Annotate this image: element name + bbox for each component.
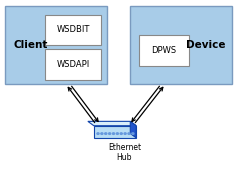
Circle shape — [97, 133, 99, 134]
Text: Device: Device — [186, 40, 226, 50]
Circle shape — [112, 133, 114, 134]
FancyBboxPatch shape — [46, 15, 101, 45]
Circle shape — [101, 133, 103, 134]
Polygon shape — [130, 121, 136, 138]
FancyBboxPatch shape — [139, 35, 189, 66]
Circle shape — [109, 133, 111, 134]
Text: WSDBIT: WSDBIT — [56, 25, 90, 34]
Text: WSDAPI: WSDAPI — [56, 60, 90, 69]
Circle shape — [116, 133, 118, 134]
Circle shape — [120, 133, 122, 134]
Circle shape — [105, 133, 107, 134]
FancyBboxPatch shape — [5, 6, 107, 84]
Circle shape — [128, 133, 130, 134]
FancyBboxPatch shape — [94, 126, 136, 138]
Text: Client: Client — [14, 40, 48, 50]
FancyBboxPatch shape — [130, 6, 232, 84]
Text: Ethernet
Hub: Ethernet Hub — [108, 143, 141, 162]
Text: DPWS: DPWS — [151, 46, 176, 55]
Circle shape — [124, 133, 126, 134]
Circle shape — [132, 133, 134, 134]
FancyBboxPatch shape — [46, 49, 101, 80]
Polygon shape — [88, 121, 136, 126]
